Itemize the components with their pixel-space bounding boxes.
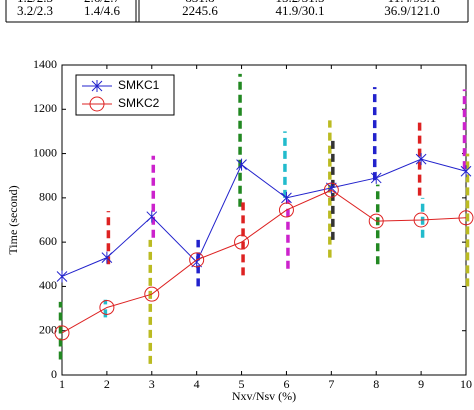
point — [146, 210, 158, 223]
table-cell: 15.2/31.5 — [275, 0, 324, 5]
x-axis-label: Nxv/Nsv (%) — [232, 389, 296, 403]
y-tick-label: 800 — [39, 190, 57, 204]
point — [281, 191, 292, 204]
point — [415, 153, 427, 166]
y-tick-label: 0 — [51, 367, 57, 381]
point — [54, 325, 70, 341]
table-cell: 2245.6 — [182, 3, 218, 18]
table — [5, 0, 469, 23]
table-cell: 11.4/93.1 — [388, 0, 437, 5]
y-tick-label: 1200 — [33, 101, 57, 115]
table-cell: 1.2/2.3 — [17, 0, 53, 5]
y-tick-label: 1000 — [33, 145, 57, 159]
table-cell: 2.6/2.7 — [84, 0, 121, 5]
x-tick-label: 5 — [239, 377, 245, 391]
point — [234, 234, 250, 250]
point — [101, 251, 113, 264]
legend-symbol — [89, 96, 105, 112]
table-cell: 36.9/121.0 — [384, 3, 440, 18]
x-tick-label: 3 — [149, 377, 155, 391]
point — [323, 182, 339, 198]
x-tick-label: 8 — [373, 377, 379, 391]
x-tick-label: 1 — [59, 377, 65, 391]
point — [413, 212, 429, 228]
x-tick-label: 9 — [418, 377, 424, 391]
table-cell: 1.4/4.6 — [84, 3, 121, 18]
series-line — [61, 189, 467, 334]
point — [236, 158, 247, 171]
table-cell: 831.8 — [185, 0, 214, 5]
point — [278, 202, 294, 218]
y-tick-label: 600 — [39, 234, 57, 248]
x-tick-label: 2 — [104, 377, 110, 391]
legend-marker — [91, 80, 103, 92]
y-axis-label: Time (second) — [6, 185, 20, 254]
legend-label: SMKC1 — [118, 78, 160, 92]
y-tick-label: 400 — [39, 278, 57, 292]
point — [368, 213, 384, 229]
point — [370, 171, 382, 184]
point — [460, 165, 472, 178]
legend-marker — [89, 96, 105, 112]
legend-symbol — [91, 80, 103, 92]
y-tick-label: 1400 — [33, 57, 57, 71]
point — [56, 270, 68, 283]
y-tick-label: 200 — [39, 322, 57, 336]
table-cell: 41.9/30.1 — [275, 3, 324, 18]
point — [99, 299, 115, 315]
x-tick-label: 4 — [194, 377, 200, 391]
legend-label: SMKC2 — [118, 96, 160, 110]
x-tick-label: 10 — [460, 377, 472, 391]
x-tick-label: 7 — [328, 377, 334, 391]
series-line — [61, 158, 467, 277]
point — [189, 252, 205, 268]
x-tick-label: 6 — [283, 377, 289, 391]
point — [458, 210, 474, 226]
point — [144, 286, 160, 302]
table-cell: 3.2/2.3 — [17, 3, 53, 18]
